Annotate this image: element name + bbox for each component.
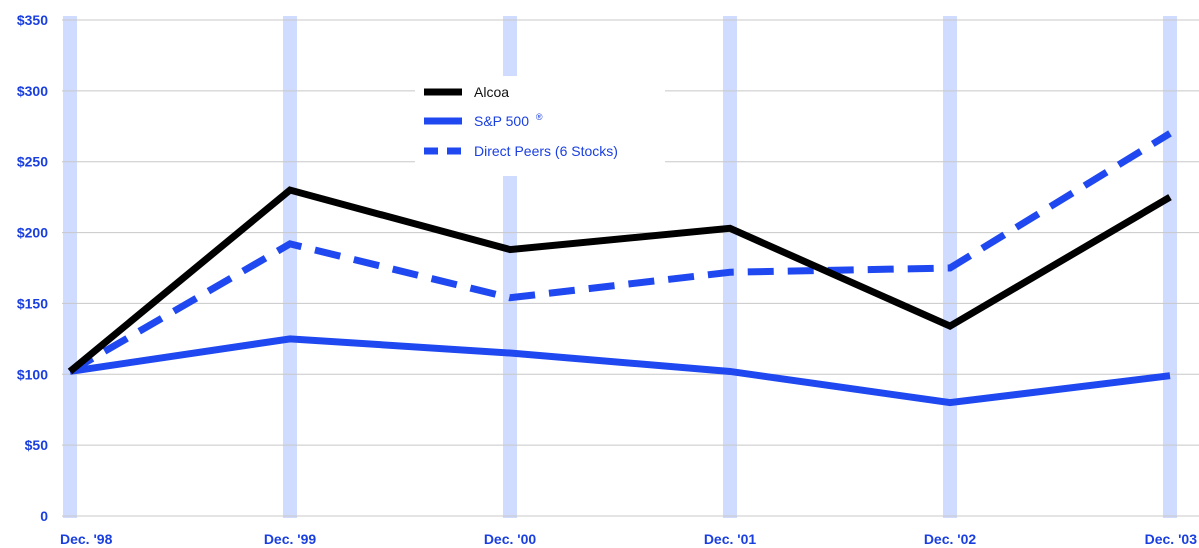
- x-tick-label: Dec. '02: [924, 531, 977, 547]
- y-tick-label: $250: [17, 154, 48, 170]
- x-tick-label: Dec. '00: [484, 531, 537, 547]
- y-tick-label: $150: [17, 295, 48, 311]
- series-lines: [67, 130, 1172, 407]
- series-line-direct-peers-6-stocks: [68, 130, 1172, 375]
- series-line-s-p-500: [69, 335, 1171, 407]
- legend-label-direct-peers: Direct Peers (6 Stocks): [474, 143, 618, 159]
- y-tick-label: 0: [40, 508, 48, 524]
- y-tick-label: $200: [17, 225, 48, 241]
- legend-label-sp500-wrap: S&P 500 ®: [474, 112, 543, 129]
- column-band: [283, 16, 297, 518]
- y-tick-label: $350: [17, 12, 48, 28]
- series-line-alcoa: [67, 186, 1172, 375]
- y-tick-label: $50: [25, 437, 49, 453]
- x-tick-label: Dec. '99: [264, 531, 317, 547]
- legend-label-alcoa: Alcoa: [474, 84, 509, 100]
- x-tick-label: Dec. '98: [60, 531, 113, 547]
- x-axis-ticks: Dec. '98 Dec. '99 Dec. '00 Dec. '01 Dec. '02…: [60, 531, 1197, 547]
- legend-label-sp500: S&P 500: [474, 113, 529, 129]
- legend: Alcoa S&P 500 ® Direct Peers (6 Stocks): [415, 76, 665, 176]
- y-tick-label: $100: [17, 366, 48, 382]
- x-tick-label: Dec. '01: [704, 531, 757, 547]
- legend-label-sp500-superscript: ®: [536, 112, 543, 122]
- column-band: [1163, 16, 1177, 518]
- column-band: [63, 16, 77, 518]
- y-axis-ticks: 0 $50 $100 $150 $200 $250 $300 $350: [17, 12, 48, 524]
- x-tick-label: Dec. '03: [1145, 531, 1198, 547]
- column-bands: [63, 16, 1177, 518]
- y-tick-label: $300: [17, 83, 48, 99]
- column-band: [723, 16, 737, 518]
